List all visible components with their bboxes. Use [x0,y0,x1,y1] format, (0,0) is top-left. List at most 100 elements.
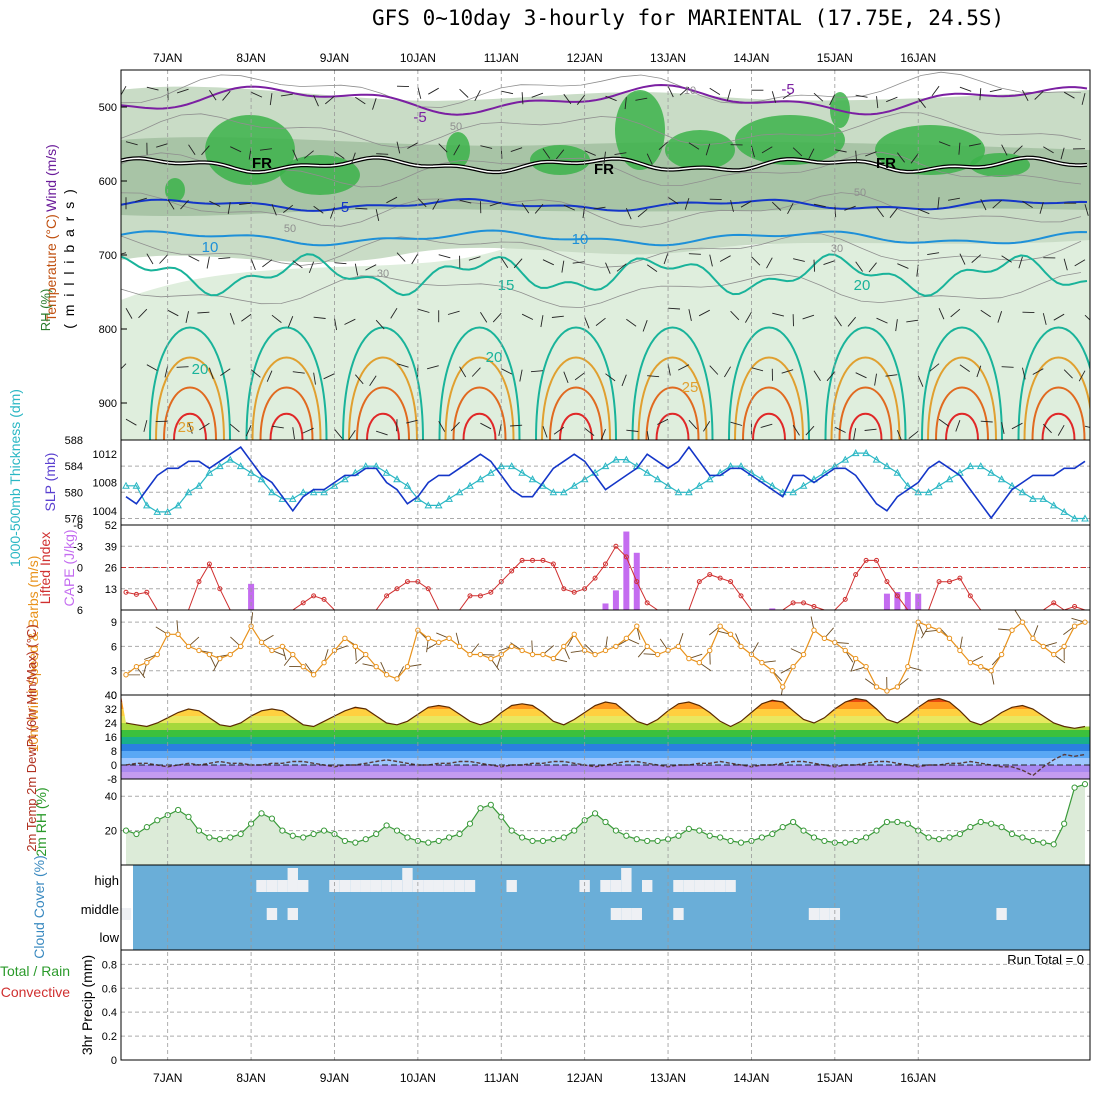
wind10-tick-label: 9 [111,617,117,629]
wind-barb [663,252,669,265]
rh2m-point [539,837,547,845]
profile-ytick-label: 700 [99,250,117,262]
thickness-point [1070,514,1079,522]
rh-high-blob [446,132,470,168]
temp2m-tick-label: 16 [105,732,117,744]
thickness-point [320,488,328,496]
lifted-point [394,586,400,592]
wind-barb [438,143,448,153]
wind-barb [292,260,303,269]
wind-barb [350,152,356,165]
wind-barb [1084,314,1090,321]
wind-barb [688,419,698,430]
rh2m-point [925,834,932,841]
wind-barb [730,421,743,426]
wind-barb [501,368,513,375]
thickness-point [559,488,568,496]
wind10-point [884,688,890,694]
rh2m-point [894,818,901,826]
wind10-point [998,651,1005,658]
wind-barb [614,152,627,156]
wind-barb [968,143,981,147]
wind-barb [1084,204,1089,216]
temp-contour-25 [251,356,322,440]
thickness-point [601,462,610,470]
wind10-point [290,651,296,658]
rh2m-point [477,805,484,812]
rh2m-point [133,830,140,838]
wind10-point [1082,619,1088,625]
wind-barb [997,311,1003,323]
rh2m-point [810,834,818,841]
wind-barb [121,85,127,96]
rh2m-point [706,832,713,839]
contour-label: 30 [831,243,843,255]
lifted-point [644,600,650,606]
rh-contour [121,272,1082,309]
rh-contour [121,112,1082,149]
thickness-point [841,455,850,463]
rh2m-point [758,834,765,841]
wind-barb [250,91,263,98]
rh2m-point [550,836,557,843]
wind-barb [865,151,877,157]
wind-barb [1022,200,1033,208]
rh2m-point [341,837,349,845]
wind10-point [1009,627,1015,633]
wind-barb [1078,370,1086,382]
wind-barb [679,86,690,96]
lifted-point [696,579,702,585]
wind10-point [894,684,901,690]
wind-barb [958,142,961,155]
precip-tick-label: 0.6 [102,983,117,995]
rh2m-point [529,837,536,845]
rh2m-point [227,834,234,841]
slp-tick-label: 1004 [93,506,117,518]
wind-barb [885,374,898,377]
wind-barb [513,258,523,269]
wind-barb [259,148,272,151]
wind-barb [1063,258,1068,271]
thickness-point [143,501,151,509]
wind-barb [855,261,863,272]
wind-barb [908,430,919,439]
wind-barb [432,198,440,210]
cloud-cell [996,908,1007,920]
wind10-point [477,651,484,658]
temp-contour-25 [155,356,225,440]
thickness-point [674,488,683,496]
wind-barb [386,196,398,204]
wind-barb [474,89,481,102]
cloud-cell [381,880,392,892]
wind-barb [271,314,282,323]
cloud-cell [819,908,830,920]
rh2m-ylabel: 2m RH (%) [33,787,49,856]
thickness-point [945,475,954,483]
lifted-point [874,557,880,563]
wind-barb [572,261,585,264]
rh2m-point [1081,781,1089,788]
wind10-point [133,663,140,670]
wind-barb [813,370,821,382]
thickness-point [664,481,672,489]
wind-barb [726,89,732,101]
rh2m-point [790,818,797,826]
temp2m-tick-label: 0 [111,760,117,772]
wind-barb [471,367,481,377]
thickness-point [570,481,579,489]
date-label-bottom: 13JAN [650,1071,686,1085]
lifted-line [125,545,1086,611]
lifted-point [863,557,869,563]
rh2m-point [373,830,380,838]
wind-barb [1018,256,1023,269]
temp-contour-30 [1031,386,1086,440]
cloud-cell [360,880,371,892]
rh2m-point [1019,834,1026,841]
wind-barb [808,148,815,160]
date-label-top: 8JAN [236,51,265,65]
thickness-point [247,468,255,476]
slp-line [125,445,1086,520]
wind-barb [492,312,502,323]
cloud-cell [621,908,632,920]
cloud-cell [673,880,684,892]
